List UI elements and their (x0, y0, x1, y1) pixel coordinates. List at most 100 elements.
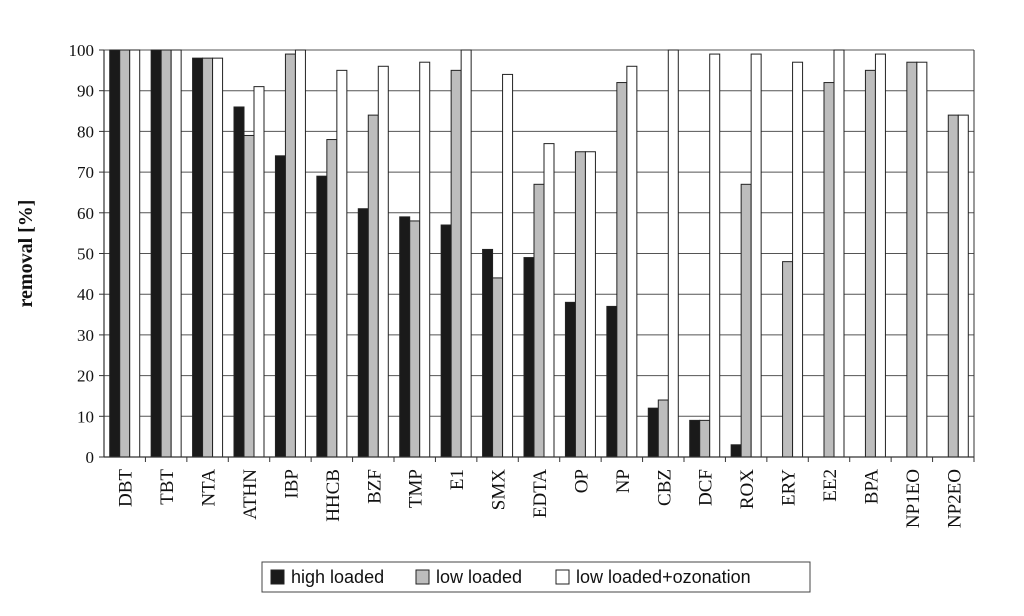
x-category-label: EE2 (820, 469, 841, 502)
x-category-label: DBT (116, 469, 137, 507)
x-category-label: ERY (779, 469, 800, 506)
x-category-label: EDTA (530, 469, 551, 518)
bar-cbz-low-loaded-ozonation (667, 49, 679, 458)
y-tick-label: 50 (77, 245, 94, 264)
y-tick-label: 60 (77, 204, 94, 223)
y-tick-label: 40 (77, 285, 94, 304)
bar-cbz-high-loaded (647, 407, 659, 458)
bar-hhcb-low-loaded-ozonation (336, 69, 348, 458)
bar-e1-high-loaded (440, 224, 452, 458)
x-category-label: NTA (199, 469, 220, 507)
y-tick-label: 80 (77, 122, 94, 141)
y-tick-label: 90 (77, 82, 94, 101)
bar-edta-high-loaded (523, 257, 535, 458)
legend-label: high loaded (291, 567, 384, 587)
bar-dbt-high-loaded (109, 49, 121, 458)
bar-np1eo-low-loaded-ozonation (916, 61, 928, 458)
x-category-label: ATHN (240, 469, 261, 520)
bar-smx-high-loaded (482, 248, 494, 458)
x-category-label: NP2EO (944, 469, 965, 528)
x-category-label: NP1EO (903, 469, 924, 528)
bar-cbz-low-loaded (657, 399, 669, 458)
bar-ibp-low-loaded-ozonation (294, 49, 306, 458)
bar-smx-low-loaded-ozonation (502, 73, 514, 458)
legend-label: low loaded+ozonation (576, 567, 751, 587)
legend-label: low loaded (436, 567, 522, 587)
bar-edta-low-loaded-ozonation (543, 143, 555, 458)
bar-ibp-low-loaded (284, 53, 296, 458)
bar-bpa-low-loaded (864, 69, 876, 458)
y-tick-label: 100 (69, 41, 95, 60)
bar-dcf-low-loaded-ozonation (709, 53, 721, 458)
bar-athn-low-loaded-ozonation (253, 86, 265, 458)
bar-rox-high-loaded (730, 444, 742, 458)
bar-ee2-low-loaded (823, 82, 835, 458)
bar-dcf-high-loaded (689, 419, 701, 458)
legend: high loaded low loaded low loaded+ozonatio… (261, 561, 811, 593)
bar-athn-low-loaded (243, 134, 255, 458)
y-tick-label: 70 (77, 163, 94, 182)
axes (99, 49, 975, 462)
x-category-label: SMX (489, 469, 510, 510)
x-category-label: TMP (406, 469, 427, 508)
bar-np-high-loaded (606, 305, 618, 458)
bar-nta-high-loaded (192, 57, 204, 458)
bar-tmp-high-loaded (399, 216, 411, 458)
bar-bzf-high-loaded (357, 208, 369, 458)
bar-np2eo-low-loaded (947, 114, 959, 458)
bar-nta-low-loaded (202, 57, 214, 458)
x-category-label: OP (571, 469, 592, 493)
bar-op-high-loaded (564, 301, 576, 458)
bar-bzf-low-loaded (367, 114, 379, 458)
x-category-label: CBZ (654, 469, 675, 506)
y-axis-label: removal [%] (15, 200, 37, 308)
y-tick-label: 20 (77, 367, 94, 386)
bar-np-low-loaded-ozonation (626, 65, 638, 458)
bar-edta-low-loaded (533, 183, 545, 458)
bar-bzf-low-loaded-ozonation (377, 65, 389, 458)
bar-nta-low-loaded-ozonation (212, 57, 224, 458)
bars (109, 49, 969, 458)
legend-box (261, 561, 811, 593)
y-tick-label: 30 (77, 326, 94, 345)
x-category-label: DCF (696, 469, 717, 506)
bar-hhcb-high-loaded (316, 175, 328, 458)
x-category-label: HHCB (323, 469, 344, 522)
bar-np1eo-low-loaded (906, 61, 918, 458)
legend-swatch (555, 569, 570, 585)
x-category-label: NP (613, 469, 634, 493)
y-tick-labels: 0 10 20 30 40 50 60 70 80 90 100 (69, 41, 95, 467)
bar-tbt-high-loaded (150, 49, 162, 458)
bar-hhcb-low-loaded (326, 139, 338, 458)
bar-smx-low-loaded (492, 277, 504, 458)
bar-op-low-loaded (574, 151, 586, 458)
bar-rox-low-loaded (740, 183, 752, 458)
bar-tbt-low-loaded-ozonation (170, 49, 182, 458)
bar-ery-low-loaded-ozonation (792, 61, 804, 458)
bar-bpa-low-loaded-ozonation (874, 53, 886, 458)
bar-dbt-low-loaded-ozonation (129, 49, 141, 458)
bar-ibp-high-loaded (274, 155, 286, 458)
bar-e1-low-loaded-ozonation (460, 49, 472, 458)
bar-dbt-low-loaded (119, 49, 131, 458)
x-category-label: E1 (447, 469, 468, 490)
bar-tbt-low-loaded (160, 49, 172, 458)
legend-swatch (270, 569, 285, 585)
x-category-label: ROX (737, 469, 758, 509)
bar-dcf-low-loaded (699, 419, 711, 458)
bar-tmp-low-loaded-ozonation (419, 61, 431, 458)
bar-ery-low-loaded (782, 261, 794, 458)
x-category-label: TBT (157, 469, 178, 505)
y-tick-label: 10 (77, 407, 94, 426)
bar-tmp-low-loaded (409, 220, 421, 458)
bar-athn-high-loaded (233, 106, 245, 458)
bar-np-low-loaded (616, 82, 628, 458)
x-category-labels: DBT TBT NTA ATHN IBP HHCB BZF TMP E1 SMX EDTA OP NP C… (116, 469, 966, 529)
x-category-label: BPA (861, 469, 882, 504)
bar-np2eo-low-loaded-ozonation (957, 114, 969, 458)
bar-op-low-loaded-ozonation (584, 151, 596, 458)
legend-swatch (415, 569, 430, 585)
bar-e1-low-loaded (450, 69, 462, 458)
x-category-label: IBP (281, 469, 302, 499)
